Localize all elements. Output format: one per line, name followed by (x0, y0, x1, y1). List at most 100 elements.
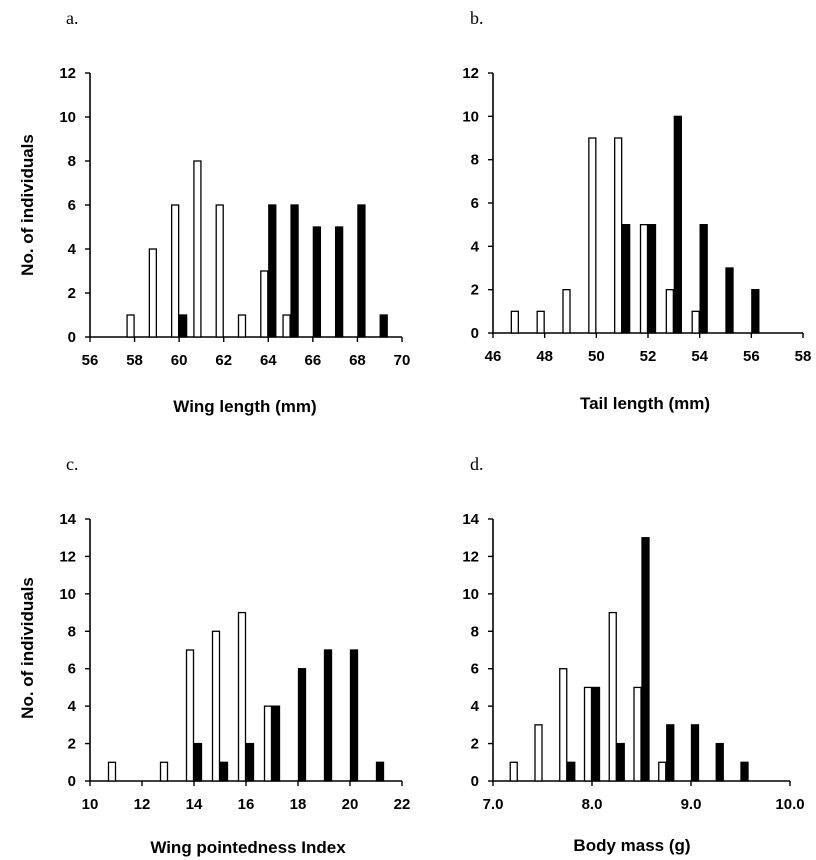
y-tick-label: 4 (68, 698, 77, 715)
open-bar (170, 204, 180, 338)
filled-bar (715, 742, 724, 782)
y-tick-label: 8 (68, 153, 76, 170)
x-tick-label: 60 (171, 352, 188, 369)
filled-bar (666, 724, 675, 782)
x-tick-label: 64 (260, 352, 277, 369)
filled-bar (357, 204, 366, 338)
open-bar (159, 761, 169, 782)
x-tick-label: 50 (588, 348, 605, 365)
y-tick-label: 2 (471, 736, 479, 753)
open-bar (263, 705, 273, 782)
filled-bar (591, 686, 601, 782)
y-tick-label: 4 (471, 238, 480, 255)
y-tick-label: 8 (68, 623, 76, 640)
y-axis-title-c: No. of individuals (18, 577, 37, 719)
x-tick-label: 56 (82, 352, 99, 369)
panel-c: c. No. of individuals Wing pointedness I… (18, 454, 410, 857)
y-tick-label: 10 (59, 586, 76, 603)
open-bar (583, 686, 593, 782)
filled-bar (673, 115, 682, 334)
y-axis-title-a: No. of individuals (18, 134, 37, 276)
y-tick-label: 8 (471, 623, 479, 640)
filled-bar (245, 742, 255, 782)
open-bar (691, 310, 700, 334)
panel-letter-b: b. (470, 8, 484, 28)
x-tick-label: 10.0 (775, 796, 804, 813)
x-tick-label: 8.0 (582, 796, 603, 813)
plot-area-d: 0 2 4 6 8 10 12 14 7.0 8.0 9.0 10.0 (462, 511, 804, 813)
filled-bar (193, 742, 203, 782)
filled-bar (641, 537, 650, 782)
x-axis-title-d: Body mass (g) (573, 836, 690, 855)
open-bar (614, 137, 623, 334)
x-tick-label: 58 (795, 348, 812, 365)
y-tick-label: 0 (68, 329, 76, 346)
open-bar (193, 160, 202, 338)
x-tick-label: 66 (305, 352, 322, 369)
filled-bar (312, 226, 322, 338)
filled-bar (616, 742, 625, 782)
open-bar (608, 611, 617, 782)
y-tick-label: 10 (462, 108, 479, 125)
y-tick-label: 0 (471, 325, 479, 342)
filled-bar (219, 761, 229, 782)
y-tick-label: 10 (59, 109, 76, 126)
y-tick-label: 10 (462, 586, 479, 603)
x-tick-label: 70 (394, 352, 411, 369)
open-bar (185, 649, 195, 782)
y-tick-label: 14 (59, 511, 76, 528)
filled-bar (622, 224, 631, 334)
panel-letter-c: c. (66, 454, 79, 474)
filled-bar (375, 761, 385, 782)
y-tick-label: 2 (68, 736, 76, 753)
filled-bar (567, 761, 576, 782)
x-tick-label: 7.0 (483, 796, 504, 813)
x-tick-label: 56 (743, 348, 760, 365)
x-tick-label: 9.0 (681, 796, 702, 813)
filled-bar (290, 204, 299, 338)
panel-letter-a: a. (66, 8, 79, 28)
filled-bar (379, 314, 388, 338)
y-tick-label: 12 (59, 65, 76, 82)
filled-bar (323, 649, 333, 782)
filled-bar (349, 649, 359, 782)
filled-bar (297, 668, 307, 782)
open-bar (534, 724, 543, 782)
x-axis-title-b: Tail length (mm) (580, 394, 710, 413)
y-tick-label: 4 (68, 241, 77, 258)
x-axis-title-a: Wing length (mm) (173, 397, 316, 416)
open-bar (211, 630, 221, 782)
open-bar (509, 761, 518, 782)
x-tick-label: 12 (134, 796, 151, 813)
filled-bar (751, 289, 760, 334)
filled-bar (178, 314, 188, 338)
filled-bar (725, 267, 734, 334)
filled-bar (334, 226, 344, 338)
filled-bar (647, 224, 657, 334)
open-bar (260, 270, 269, 338)
x-tick-label: 62 (215, 352, 232, 369)
x-tick-label: 68 (349, 352, 366, 369)
x-tick-label: 52 (640, 348, 657, 365)
y-tick-label: 12 (462, 548, 479, 565)
open-bar (559, 668, 568, 782)
x-tick-label: 14 (186, 796, 203, 813)
panel-a: a. No. of individuals Wing length (mm) 0… (18, 8, 410, 416)
panel-d: d. Body mass (g) 0 2 4 6 8 10 12 14 7.0 8.0 9.0 10.… (462, 454, 804, 855)
y-tick-label: 6 (471, 661, 479, 678)
x-tick-label: 22 (394, 796, 411, 813)
open-bar (126, 314, 135, 338)
y-tick-label: 6 (68, 197, 76, 214)
y-tick-label: 0 (68, 773, 76, 790)
open-bar (665, 289, 674, 334)
x-tick-label: 54 (691, 348, 708, 365)
y-tick-label: 2 (471, 282, 479, 299)
x-tick-label: 20 (342, 796, 359, 813)
plot-area-c: 0 2 4 6 8 10 12 14 10 12 14 16 18 20 22 (59, 511, 410, 813)
x-tick-label: 46 (485, 348, 502, 365)
y-tick-label: 6 (471, 195, 479, 212)
